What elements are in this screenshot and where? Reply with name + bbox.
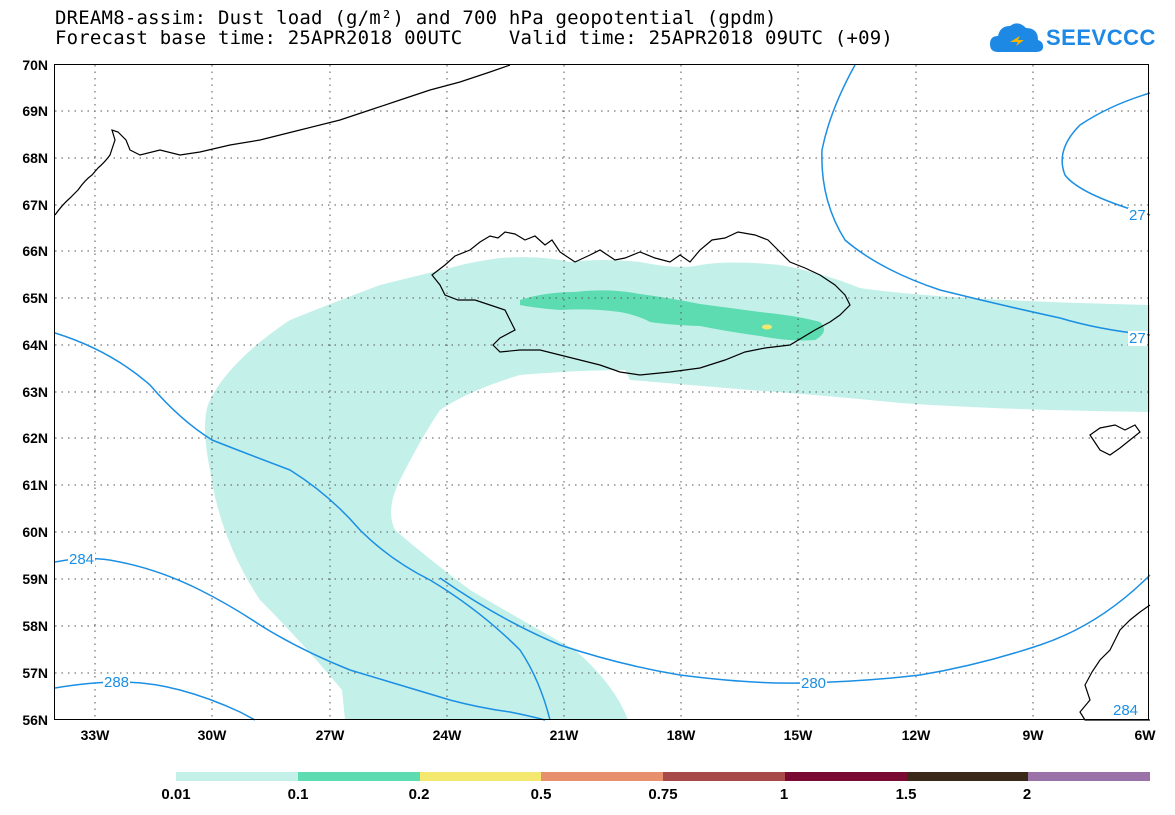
colorbar-segment <box>784 772 907 781</box>
contour-288 <box>54 681 256 721</box>
lat-label: 69N <box>22 103 48 119</box>
lat-label: 64N <box>22 337 48 353</box>
lat-label: 70N <box>22 57 48 73</box>
colorbar-label: 0.2 <box>408 786 430 803</box>
lon-label: 27W <box>315 727 345 743</box>
colorbar-label: 0.01 <box>161 786 191 803</box>
contour-label: 280 <box>800 675 828 692</box>
colorbar-label: 1.5 <box>895 786 917 803</box>
colorbar <box>176 772 1150 781</box>
colorbar-label: 2 <box>1022 786 1032 803</box>
lat-label: 60N <box>22 524 48 540</box>
dust-region-high <box>762 324 772 330</box>
lon-label: 18W <box>666 727 696 743</box>
iceland-coast <box>431 231 851 376</box>
colorbar-segment <box>906 772 1029 781</box>
coastlines <box>54 64 1151 721</box>
lon-label: 6W <box>1134 727 1156 743</box>
colorbar-segment <box>176 772 298 781</box>
logo-text: SEEVCCC <box>1046 25 1156 50</box>
colorbar-segment <box>663 772 785 781</box>
contour-label: 284 <box>68 551 96 568</box>
contour-label: 27 <box>1128 207 1147 224</box>
lat-label: 65N <box>22 290 48 306</box>
colorbar-segment <box>419 772 542 781</box>
colorbar-label: 0.5 <box>530 786 552 803</box>
lat-label: 67N <box>22 197 48 213</box>
lat-label: 63N <box>22 384 48 400</box>
dust-region-low <box>205 257 1150 720</box>
lat-label: 58N <box>22 618 48 634</box>
colorbar-label: 0.1 <box>287 786 309 803</box>
contour-27-ne <box>1061 92 1151 216</box>
lon-label: 12W <box>901 727 931 743</box>
chart-subtitle: Forecast base time: 25APR2018 00UTC Vali… <box>55 27 894 49</box>
lat-label: 68N <box>22 150 48 166</box>
lat-label: 61N <box>22 477 48 493</box>
contour-284-west <box>54 332 551 721</box>
lat-label: 56N <box>22 712 48 728</box>
colorbar-label: 0.75 <box>648 786 678 803</box>
lat-label: 57N <box>22 665 48 681</box>
grid-lines <box>55 65 1150 720</box>
lon-label: 24W <box>432 727 462 743</box>
colorbar-segment <box>297 772 420 781</box>
contour-label: 27 <box>1128 330 1147 347</box>
norway-coast <box>1079 604 1151 721</box>
faroe-coast <box>1089 424 1141 456</box>
cloud-logo-icon <box>990 23 1044 52</box>
lon-label: 21W <box>549 727 579 743</box>
contour-27-north <box>821 64 1151 336</box>
colorbar-label: 1 <box>779 786 789 803</box>
colorbar-segment <box>1028 772 1150 781</box>
lon-label: 33W <box>80 727 110 743</box>
lat-label: 62N <box>22 430 48 446</box>
lat-label: 59N <box>22 571 48 587</box>
contour-284-south <box>54 557 546 721</box>
lon-label: 9W <box>1022 727 1044 743</box>
colorbar-segment <box>541 772 663 781</box>
contour-label: 288 <box>103 674 131 691</box>
contour-label: 284 <box>1112 702 1140 719</box>
chart-title: DREAM8-assim: Dust load (g/m²) and 700 h… <box>55 7 777 29</box>
lon-label: 15W <box>783 727 813 743</box>
greenland-coast <box>54 64 511 216</box>
lon-label: 30W <box>197 727 227 743</box>
plot-frame <box>54 64 1149 720</box>
lat-label: 66N <box>22 243 48 259</box>
dust-region-mid <box>520 290 824 341</box>
